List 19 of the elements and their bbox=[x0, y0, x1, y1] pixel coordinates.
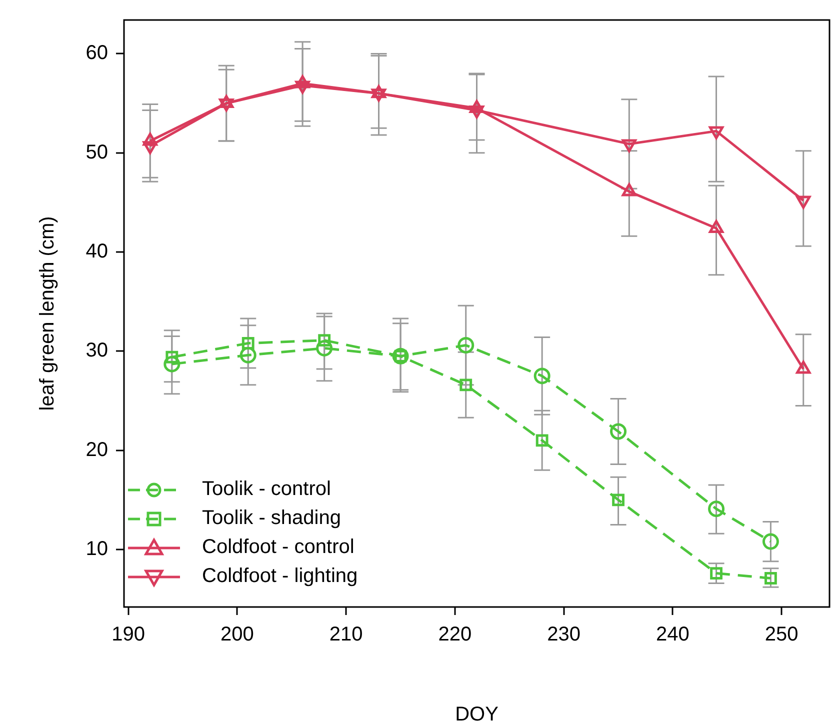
legend-label: Coldfoot - control bbox=[202, 535, 354, 560]
y-tick-label: 30 bbox=[86, 340, 108, 362]
y-tick-label: 40 bbox=[86, 240, 108, 263]
y-tick-label: 50 bbox=[86, 141, 108, 164]
legend-label: Toolik - shading bbox=[202, 506, 341, 531]
x-axis-title: DOY bbox=[455, 704, 498, 726]
x-tick-label: 210 bbox=[329, 624, 363, 646]
y-axis-title: leaf green length (cm) bbox=[36, 216, 59, 411]
x-tick-label: 220 bbox=[438, 624, 472, 646]
legend-label: Coldfoot - lighting bbox=[202, 564, 358, 589]
x-tick-label: 240 bbox=[656, 624, 690, 646]
legend-label: Toolik - control bbox=[202, 477, 331, 502]
y-tick-label: 10 bbox=[86, 538, 108, 560]
y-tick-label: 20 bbox=[86, 438, 108, 461]
x-tick-label: 250 bbox=[764, 624, 798, 646]
x-tick-label: 230 bbox=[547, 624, 581, 646]
x-tick-label: 200 bbox=[220, 624, 254, 646]
x-tick-label: 190 bbox=[112, 624, 146, 646]
y-tick-label: 60 bbox=[86, 42, 108, 64]
